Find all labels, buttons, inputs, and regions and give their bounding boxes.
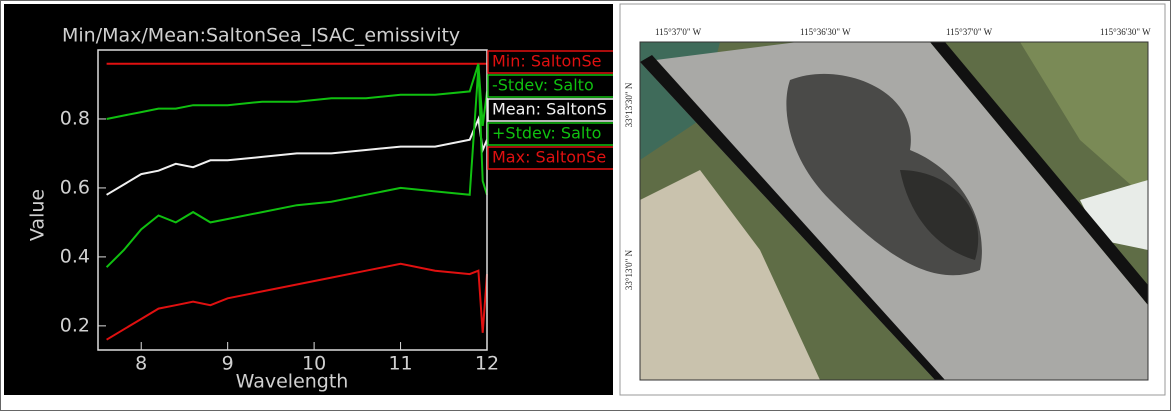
- y-tick-label: 0.6: [60, 176, 90, 198]
- x-tick-label: 11: [388, 353, 412, 375]
- y-tick-label: 0.2: [60, 314, 90, 336]
- figure: Min/Max/Mean:SaltonSea_ISAC_emissivity Va…: [0, 0, 1171, 411]
- x-tick-label: 10: [302, 353, 326, 375]
- map-lon-label: 115°37'0" W: [655, 27, 702, 37]
- x-axis-label: Wavelength: [236, 371, 349, 393]
- map-lon-label: 115°37'0" W: [946, 27, 993, 37]
- x-tick-label: 9: [222, 353, 234, 375]
- chart-title: Min/Max/Mean:SaltonSea_ISAC_emissivity: [62, 25, 460, 47]
- map-image: [640, 42, 1148, 380]
- map-lon-label: 115°36'30" W: [1100, 27, 1151, 37]
- legend-entry: Max: SaltonSe: [492, 148, 606, 167]
- y-axis-label: Value: [27, 189, 49, 241]
- x-tick-label: 8: [135, 353, 147, 375]
- y-tick-label: 0.4: [60, 245, 90, 267]
- legend-entry: Mean: SaltonS: [492, 100, 607, 119]
- y-tick-label: 0.8: [60, 107, 90, 129]
- map-lat-label: 33°13'0" N: [624, 249, 634, 290]
- map-lon-label: 115°36'30" W: [800, 27, 851, 37]
- legend-entry: Min: SaltonSe: [492, 52, 601, 71]
- map-lat-label: 33°13'30" N: [624, 82, 634, 127]
- legend-entry: +Stdev: Salto: [492, 124, 601, 143]
- legend-entry: -Stdev: Salto: [492, 76, 594, 95]
- x-tick-label: 12: [475, 353, 499, 375]
